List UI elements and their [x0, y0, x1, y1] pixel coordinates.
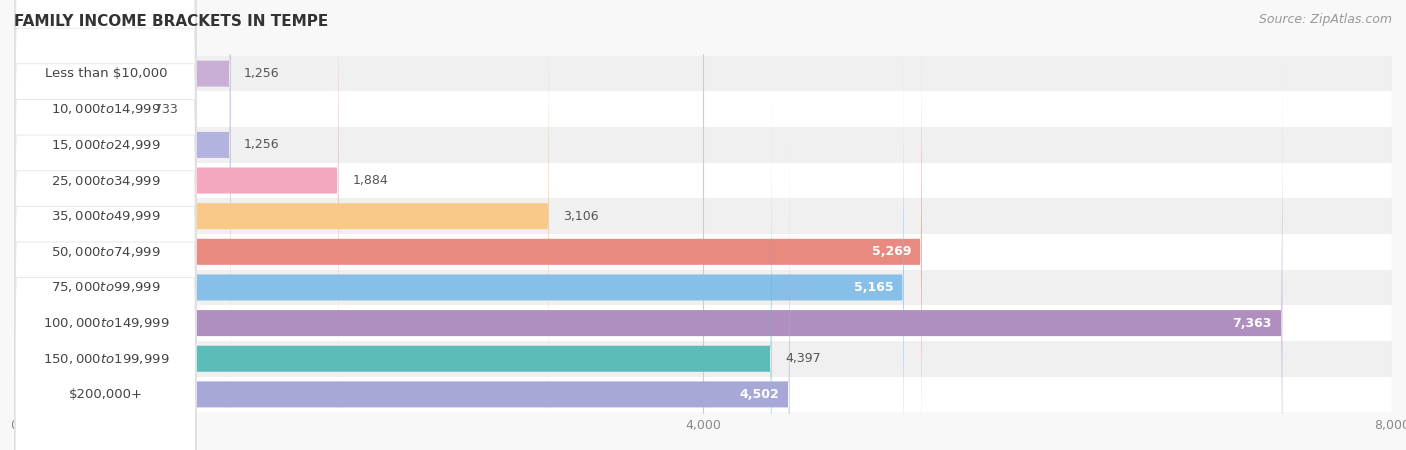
FancyBboxPatch shape — [14, 15, 904, 450]
FancyBboxPatch shape — [14, 48, 197, 450]
FancyBboxPatch shape — [14, 51, 1282, 450]
Text: $10,000 to $14,999: $10,000 to $14,999 — [52, 102, 162, 116]
Text: 7,363: 7,363 — [1233, 317, 1272, 329]
FancyBboxPatch shape — [14, 0, 197, 385]
Text: 1,256: 1,256 — [245, 67, 280, 80]
Text: $100,000 to $149,999: $100,000 to $149,999 — [44, 316, 170, 330]
FancyBboxPatch shape — [14, 91, 1392, 127]
Text: Source: ZipAtlas.com: Source: ZipAtlas.com — [1258, 14, 1392, 27]
FancyBboxPatch shape — [14, 122, 789, 450]
FancyBboxPatch shape — [14, 0, 339, 450]
FancyBboxPatch shape — [14, 86, 772, 450]
Text: 733: 733 — [155, 103, 177, 116]
FancyBboxPatch shape — [14, 0, 548, 450]
Text: $200,000+: $200,000+ — [69, 388, 143, 401]
Text: 5,165: 5,165 — [853, 281, 893, 294]
FancyBboxPatch shape — [14, 0, 197, 450]
Text: $15,000 to $24,999: $15,000 to $24,999 — [52, 138, 162, 152]
FancyBboxPatch shape — [14, 198, 1392, 234]
FancyBboxPatch shape — [14, 83, 197, 450]
FancyBboxPatch shape — [14, 0, 197, 450]
Text: $150,000 to $199,999: $150,000 to $199,999 — [44, 352, 170, 366]
FancyBboxPatch shape — [14, 234, 1392, 270]
FancyBboxPatch shape — [14, 0, 197, 450]
Text: Less than $10,000: Less than $10,000 — [45, 67, 167, 80]
FancyBboxPatch shape — [14, 0, 197, 450]
FancyBboxPatch shape — [14, 0, 231, 417]
FancyBboxPatch shape — [14, 163, 1392, 198]
FancyBboxPatch shape — [14, 12, 197, 450]
FancyBboxPatch shape — [14, 127, 1392, 163]
Text: $25,000 to $34,999: $25,000 to $34,999 — [52, 174, 162, 188]
FancyBboxPatch shape — [14, 0, 141, 382]
FancyBboxPatch shape — [14, 0, 231, 346]
FancyBboxPatch shape — [14, 0, 921, 450]
FancyBboxPatch shape — [14, 0, 197, 450]
Text: 1,884: 1,884 — [353, 174, 388, 187]
FancyBboxPatch shape — [14, 377, 1392, 412]
Text: $75,000 to $99,999: $75,000 to $99,999 — [52, 280, 162, 294]
Text: 1,256: 1,256 — [245, 139, 280, 151]
FancyBboxPatch shape — [14, 56, 1392, 91]
FancyBboxPatch shape — [14, 341, 1392, 377]
Text: $50,000 to $74,999: $50,000 to $74,999 — [52, 245, 162, 259]
Text: FAMILY INCOME BRACKETS IN TEMPE: FAMILY INCOME BRACKETS IN TEMPE — [14, 14, 329, 28]
Text: $35,000 to $49,999: $35,000 to $49,999 — [52, 209, 162, 223]
Text: 3,106: 3,106 — [562, 210, 599, 223]
Text: 4,502: 4,502 — [740, 388, 779, 401]
FancyBboxPatch shape — [14, 270, 1392, 305]
Text: 4,397: 4,397 — [785, 352, 821, 365]
FancyBboxPatch shape — [14, 0, 197, 420]
Text: 5,269: 5,269 — [872, 245, 911, 258]
FancyBboxPatch shape — [14, 305, 1392, 341]
